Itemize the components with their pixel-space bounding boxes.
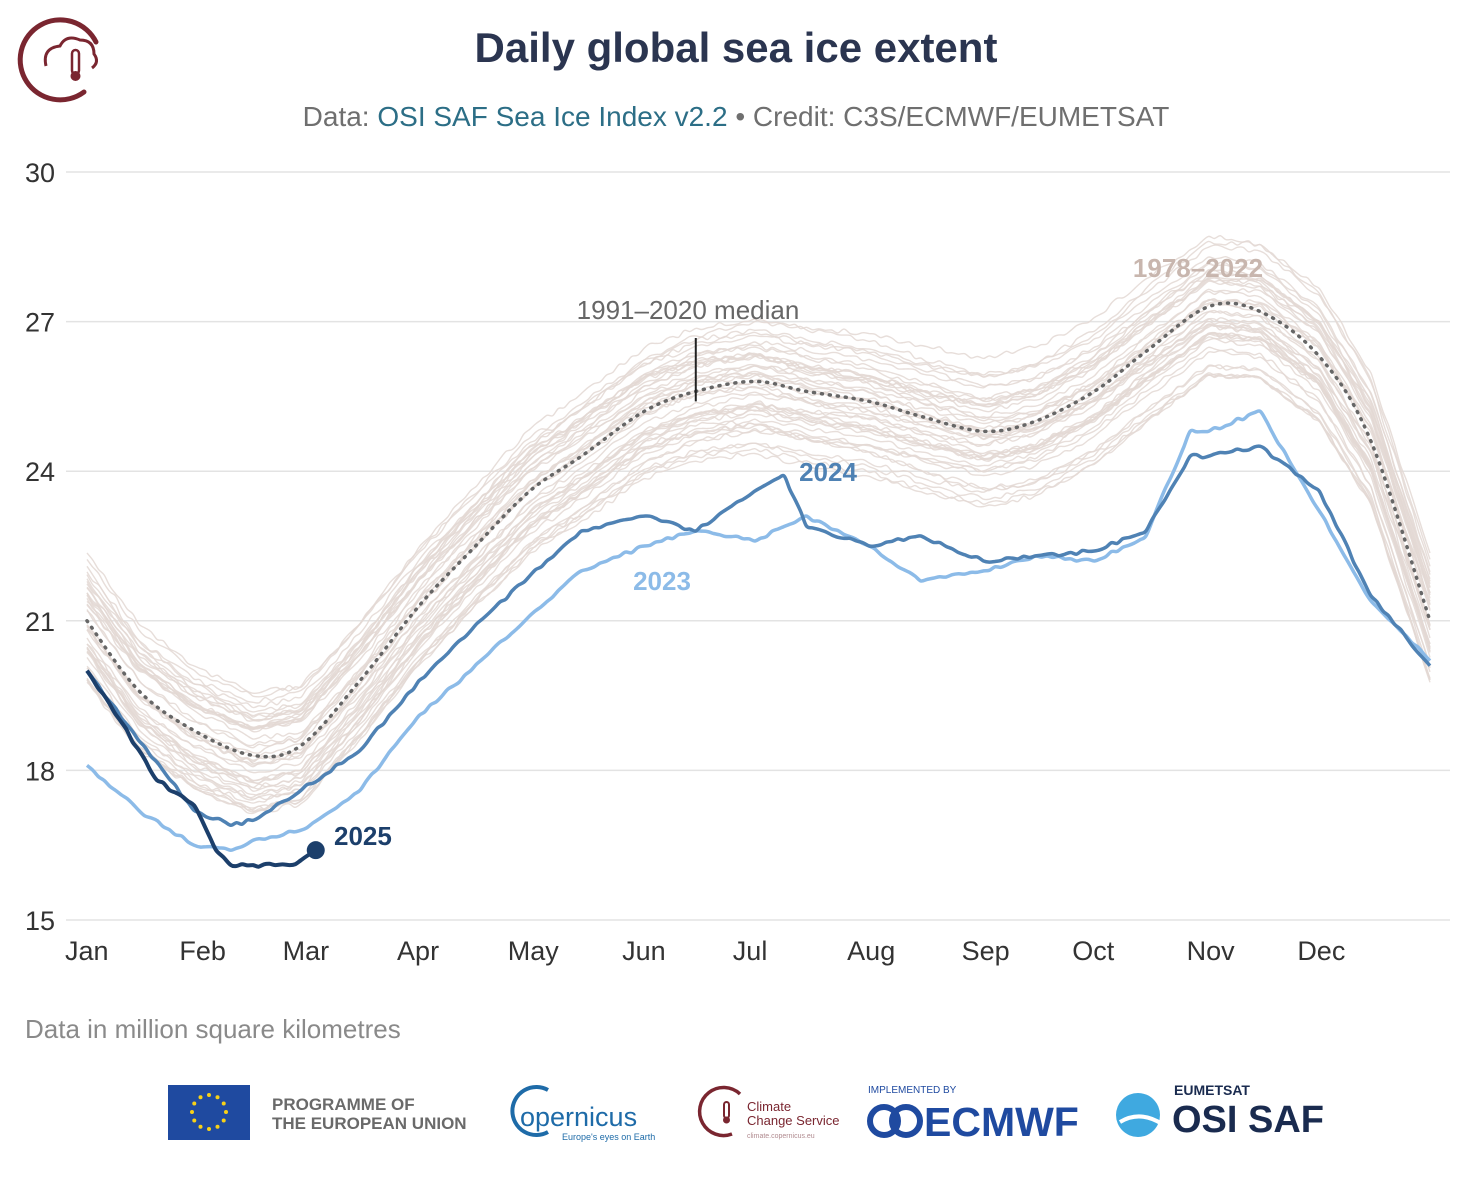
eu-star xyxy=(215,1124,220,1129)
range-year-line xyxy=(86,373,1431,813)
subtitle-source: OSI SAF Sea Ice Index v2.2 xyxy=(377,101,727,132)
eu-programme-line2: THE EUROPEAN UNION xyxy=(272,1114,467,1133)
y-axis-ticks: 15 18 21 24 27 30 xyxy=(25,158,55,936)
subtitle-credit: Credit: C3S/ECMWF/EUMETSAT xyxy=(753,101,1169,132)
x-tick-label: Jul xyxy=(733,936,768,966)
range-year-line xyxy=(86,323,1431,763)
c3s-corner-logo xyxy=(17,17,99,103)
range-year-line xyxy=(86,331,1431,792)
subtitle-prefix: Data: xyxy=(303,101,378,132)
copernicus-logo: opernicus Europe's eyes on Earth xyxy=(510,1085,655,1142)
x-tick-label: Apr xyxy=(397,936,439,966)
eu-star xyxy=(192,1101,197,1106)
eu-programme-line1: PROGRAMME OF xyxy=(272,1095,415,1114)
x-tick-label: Mar xyxy=(283,936,330,966)
range-year-line xyxy=(86,275,1431,709)
x-tick-label: Nov xyxy=(1187,936,1236,966)
c3s-logo: Climate Change Service climate.copernicu… xyxy=(697,1085,840,1140)
range-year-line xyxy=(86,349,1431,801)
range-year-line xyxy=(86,332,1431,784)
range-year-line xyxy=(86,324,1431,774)
units-note: Data in million square kilometres xyxy=(25,1014,401,1044)
series-2024-line xyxy=(85,444,1432,828)
series-2025-end-point xyxy=(306,841,325,860)
series-median-line xyxy=(85,301,1432,759)
x-tick-label: Feb xyxy=(179,936,226,966)
eu-star xyxy=(198,1095,203,1100)
y-tick-label: 21 xyxy=(25,607,55,637)
range-1978-2022-lines xyxy=(86,235,1431,815)
range-year-line xyxy=(86,317,1431,754)
range-year-line xyxy=(86,303,1431,762)
y-tick-label: 15 xyxy=(25,906,55,936)
copernicus-tagline: Europe's eyes on Earth xyxy=(562,1132,655,1142)
range-year-line xyxy=(86,269,1431,740)
range-year-line xyxy=(86,240,1431,695)
x-axis-ticks: Jan Feb Mar Apr May Jun Jul Aug Sep Oct Nov Dec xyxy=(65,936,1345,966)
c3s-line2: Change Service xyxy=(747,1113,840,1128)
eumetsat-wordmark: EUMETSAT xyxy=(1174,1082,1250,1098)
label-2024: 2024 xyxy=(799,457,857,487)
eu-star xyxy=(207,1127,211,1131)
ecmwf-wordmark: ECMWF xyxy=(924,1099,1079,1145)
ecmwf-logo: IMPLEMENTED BY ECMWF xyxy=(867,1085,1079,1145)
eu-star xyxy=(190,1110,194,1114)
range-year-line xyxy=(86,244,1431,698)
x-tick-label: Oct xyxy=(1072,936,1115,966)
copernicus-wordmark: opernicus xyxy=(520,1102,637,1132)
osisaf-logo: EUMETSAT OSI SAF xyxy=(1116,1082,1324,1141)
x-tick-label: Dec xyxy=(1297,936,1345,966)
x-tick-label: Jan xyxy=(65,936,109,966)
range-year-line xyxy=(86,298,1431,728)
c3s-url: climate.copernicus.eu xyxy=(747,1133,815,1140)
y-tick-label: 24 xyxy=(25,457,55,487)
eu-flag-logo xyxy=(168,1085,250,1140)
range-year-line xyxy=(86,298,1431,729)
series-lines xyxy=(85,301,1432,869)
y-tick-label: 27 xyxy=(25,308,55,338)
range-year-line xyxy=(86,301,1431,747)
range-year-line xyxy=(86,298,1431,730)
x-tick-label: Sep xyxy=(962,936,1010,966)
range-year-line xyxy=(86,373,1431,812)
range-year-line xyxy=(86,346,1431,809)
chart-title: Daily global sea ice extent xyxy=(475,24,998,71)
series-2025-line xyxy=(85,669,317,869)
y-tick-label: 18 xyxy=(25,756,55,786)
range-year-line xyxy=(86,332,1431,782)
range-year-line xyxy=(86,323,1431,796)
range-year-line xyxy=(86,277,1431,729)
subtitle-separator: • xyxy=(728,101,753,132)
label-range: 1978–2022 xyxy=(1133,253,1263,283)
range-year-line xyxy=(86,309,1431,765)
c3s-line1: Climate xyxy=(747,1099,791,1114)
eu-star xyxy=(215,1095,220,1100)
eu-star xyxy=(224,1110,228,1114)
eu-star xyxy=(207,1093,211,1097)
range-year-line xyxy=(86,235,1431,713)
eu-star xyxy=(221,1118,226,1123)
eu-star xyxy=(198,1124,203,1129)
range-year-line xyxy=(86,288,1431,730)
y-tick-label: 30 xyxy=(25,158,55,188)
eu-star xyxy=(221,1101,226,1106)
chart-subtitle: Data: OSI SAF Sea Ice Index v2.2 • Credi… xyxy=(303,101,1170,132)
label-median: 1991–2020 median xyxy=(577,295,800,325)
x-tick-label: Jun xyxy=(622,936,666,966)
label-2023: 2023 xyxy=(633,566,691,596)
series-2023-line xyxy=(85,409,1432,852)
x-tick-label: Aug xyxy=(847,936,895,966)
range-year-line xyxy=(86,273,1431,717)
range-year-line xyxy=(86,337,1431,800)
range-year-line xyxy=(86,373,1431,811)
x-tick-label: May xyxy=(508,936,560,966)
osisaf-wordmark: OSI SAF xyxy=(1172,1099,1324,1141)
ecmwf-implemented-by: IMPLEMENTED BY xyxy=(868,1085,957,1096)
range-year-line xyxy=(86,261,1431,721)
label-2025: 2025 xyxy=(334,821,392,851)
eu-star xyxy=(192,1118,197,1123)
range-year-line xyxy=(86,268,1431,722)
range-year-line xyxy=(86,290,1431,749)
